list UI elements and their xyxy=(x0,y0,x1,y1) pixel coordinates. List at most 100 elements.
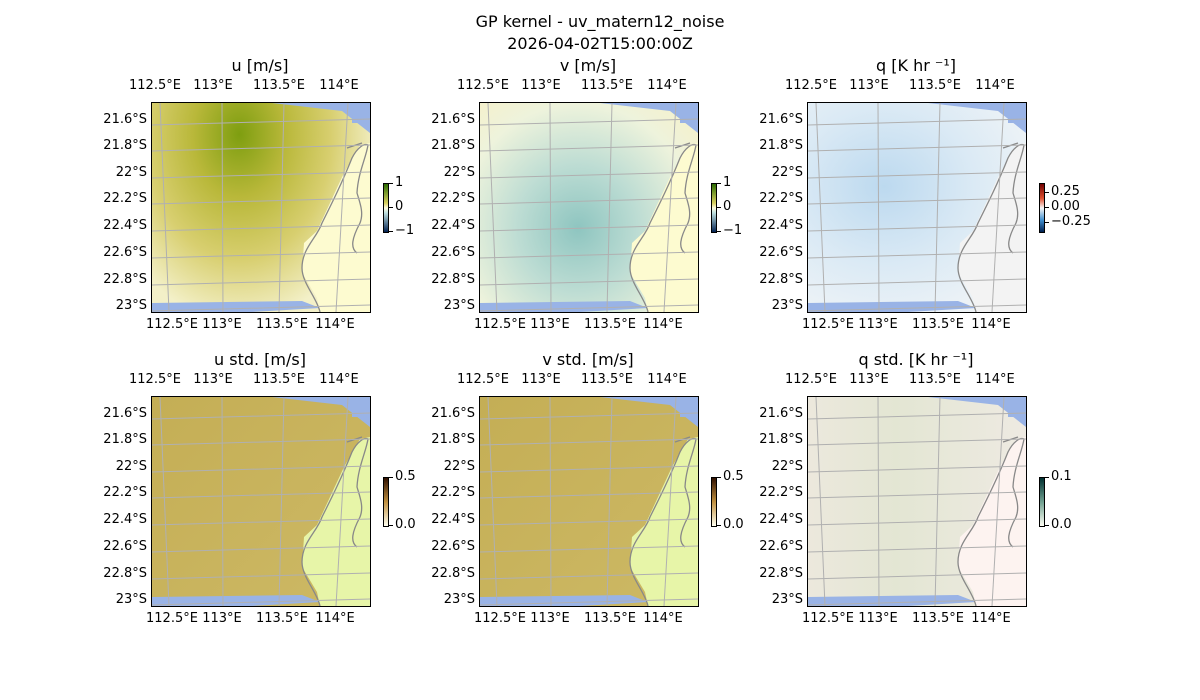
colorbar-tick-label: 0.1 xyxy=(1051,469,1072,484)
lat-tick-label: 23°S xyxy=(115,298,147,313)
lat-tick-label: 22°S xyxy=(771,459,803,474)
colorbar-tick xyxy=(717,207,721,208)
lat-tick-label: 22.4°S xyxy=(103,218,147,233)
lat-gridline xyxy=(152,118,370,126)
missing-data-region xyxy=(152,595,320,606)
map-panel xyxy=(479,102,699,313)
colorbar-tick-label: −1 xyxy=(723,223,743,238)
lat-tick-label: 22.8°S xyxy=(103,272,147,287)
missing-data-region xyxy=(152,103,370,133)
lat-gridline xyxy=(152,171,370,179)
lon-tick-label-top: 113.5°E xyxy=(581,78,633,93)
lon-tick-label-bottom: 114°E xyxy=(971,611,1011,626)
lon-tick-label-bottom: 113.5°E xyxy=(256,317,308,332)
colorbar-tick-label: 0.0 xyxy=(1051,517,1072,532)
lat-tick-label: 22.4°S xyxy=(759,218,803,233)
lat-tick-label: 22.4°S xyxy=(759,512,803,527)
lon-tick-label-bottom: 113.5°E xyxy=(912,611,964,626)
lat-tick-label: 22.2°S xyxy=(103,485,147,500)
lat-gridline xyxy=(808,171,1026,179)
lat-tick-label: 22.6°S xyxy=(431,245,475,260)
lat-gridline xyxy=(152,278,370,286)
lon-tick-label-bottom: 113.5°E xyxy=(584,317,636,332)
lon-tick-label-top: 112.5°E xyxy=(129,78,181,93)
lat-gridline xyxy=(480,144,698,152)
lat-tick-label: 22.2°S xyxy=(103,191,147,206)
lon-gridline xyxy=(606,103,613,312)
lat-tick-label: 22°S xyxy=(115,459,147,474)
lat-gridline xyxy=(480,438,698,446)
lat-gridline xyxy=(808,412,1026,420)
lon-gridline xyxy=(815,397,826,606)
missing-data-region xyxy=(152,301,320,312)
colorbar-tick xyxy=(389,183,393,184)
lat-gridline xyxy=(480,278,698,286)
panel-title: q std. [K hr ⁻¹] xyxy=(858,350,974,369)
map-panel xyxy=(807,102,1027,313)
lon-tick-label-bottom: 114°E xyxy=(643,317,683,332)
lon-gridline xyxy=(487,103,498,312)
lon-gridline xyxy=(815,103,826,312)
panel-title: u [m/s] xyxy=(231,56,289,75)
lat-tick-label: 22.6°S xyxy=(103,539,147,554)
missing-data-region xyxy=(352,103,370,123)
lon-tick-label-bottom: 113°E xyxy=(530,317,570,332)
lat-gridline xyxy=(808,465,1026,473)
lon-tick-label-top: 114°E xyxy=(319,372,359,387)
lat-gridline xyxy=(480,251,698,259)
lat-tick-label: 22.2°S xyxy=(431,191,475,206)
colorbar xyxy=(383,183,389,233)
colorbar-tick-label: −0.25 xyxy=(1051,214,1091,229)
lat-tick-label: 21.6°S xyxy=(431,112,475,127)
missing-data-region xyxy=(1008,103,1026,123)
panel-title: v [m/s] xyxy=(559,56,617,75)
colorbar xyxy=(711,477,717,527)
lon-gridline xyxy=(221,397,224,606)
lon-gridline xyxy=(159,103,170,312)
lat-gridline xyxy=(480,224,698,232)
missing-data-region xyxy=(808,103,1026,133)
lat-gridline xyxy=(152,197,370,205)
colorbar xyxy=(1039,183,1045,233)
lat-tick-label: 21.8°S xyxy=(431,432,475,447)
lat-tick-label: 21.6°S xyxy=(759,406,803,421)
colorbar-tick-label: 0.5 xyxy=(395,469,416,484)
colorbar-tick xyxy=(389,525,393,526)
land-area xyxy=(958,143,1026,312)
colorbar xyxy=(1039,477,1045,527)
lon-tick-label-bottom: 114°E xyxy=(971,317,1011,332)
panel-title: q [K hr ⁻¹] xyxy=(876,56,956,75)
lat-tick-label: 22.6°S xyxy=(431,539,475,554)
map-panel xyxy=(151,102,371,313)
missing-data-region xyxy=(808,301,976,312)
lon-gridline xyxy=(549,103,552,312)
colorbar-tick xyxy=(717,525,721,526)
missing-data-region xyxy=(352,397,370,417)
lon-tick-label-top: 113.5°E xyxy=(909,372,961,387)
lat-tick-label: 21.8°S xyxy=(759,432,803,447)
lat-gridline xyxy=(808,278,1026,286)
lat-gridline xyxy=(480,197,698,205)
colorbar-tick xyxy=(717,183,721,184)
colorbar-tick-label: 0 xyxy=(395,199,404,214)
land-area xyxy=(958,437,1026,606)
lon-tick-label-top: 114°E xyxy=(647,372,687,387)
lat-tick-label: 22.2°S xyxy=(759,191,803,206)
land-area xyxy=(302,143,370,312)
lat-gridline xyxy=(480,545,698,553)
lon-tick-label-bottom: 112.5°E xyxy=(474,611,526,626)
lat-gridline xyxy=(480,304,698,312)
lat-gridline xyxy=(808,197,1026,205)
lon-tick-label-bottom: 112.5°E xyxy=(474,317,526,332)
lon-gridline xyxy=(663,103,677,312)
lat-tick-label: 23°S xyxy=(443,592,475,607)
colorbar-tick-label: −1 xyxy=(395,223,415,238)
lat-gridline xyxy=(152,598,370,606)
lat-gridline xyxy=(480,118,698,126)
lat-gridline xyxy=(152,144,370,152)
map-overlay xyxy=(808,103,1026,312)
lon-tick-label-top: 113.5°E xyxy=(581,372,633,387)
lon-tick-label-top: 113°E xyxy=(193,372,233,387)
lat-gridline xyxy=(808,118,1026,126)
